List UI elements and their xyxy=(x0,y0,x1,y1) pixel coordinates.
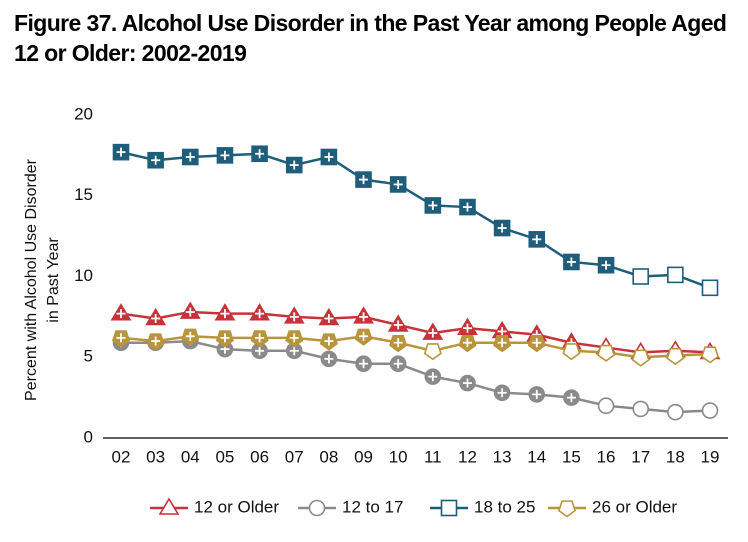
marker xyxy=(667,266,684,284)
x-tick-label: 11 xyxy=(424,447,442,466)
x-tick-label: 17 xyxy=(631,447,650,466)
x-tick-label: 03 xyxy=(146,447,165,466)
x-tick-label: 09 xyxy=(354,447,373,466)
y-axis-label: Percent with Alcohol Use Disorder xyxy=(23,158,40,401)
x-tick-label: 13 xyxy=(493,447,512,466)
x-tick-label: 07 xyxy=(285,447,304,466)
x-tick-label: 16 xyxy=(597,447,616,466)
x-tick-label: 06 xyxy=(250,447,269,466)
marker xyxy=(632,400,650,418)
marker xyxy=(666,347,685,366)
series-line xyxy=(120,150,711,289)
y-tick-label: 10 xyxy=(74,266,93,285)
marker xyxy=(632,268,650,285)
y-tick-label: 5 xyxy=(84,347,93,366)
y-tick-label: 15 xyxy=(74,185,93,204)
marker xyxy=(597,397,615,415)
legend-marker xyxy=(557,500,577,518)
chart-title: Figure 37. Alcohol Use Disorder in the P… xyxy=(14,10,727,66)
x-tick-label: 10 xyxy=(389,447,408,466)
x-tick-label: 02 xyxy=(112,447,131,466)
x-tick-label: 08 xyxy=(319,447,338,466)
x-tick-label: 19 xyxy=(701,447,720,466)
legend-label: 12 or Older xyxy=(194,497,279,516)
legend-label: 26 or Older xyxy=(592,497,677,516)
marker xyxy=(597,344,616,362)
legend-label: 18 to 25 xyxy=(474,497,535,516)
y-tick-label: 0 xyxy=(84,427,93,446)
marker xyxy=(700,346,720,364)
marker xyxy=(667,403,684,421)
marker xyxy=(701,279,719,297)
marker xyxy=(562,343,581,361)
x-tick-label: 05 xyxy=(215,447,234,466)
y-axis-label: in Past Year xyxy=(45,237,62,323)
x-tick-label: 12 xyxy=(458,447,477,466)
legend-marker xyxy=(440,499,458,517)
y-tick-label: 20 xyxy=(74,104,93,123)
legend-marker xyxy=(158,497,180,515)
x-tick-label: 04 xyxy=(181,447,200,466)
marker xyxy=(701,402,719,419)
x-tick-label: 14 xyxy=(527,447,546,466)
legend-marker xyxy=(308,499,326,517)
marker xyxy=(631,349,650,367)
x-tick-label: 18 xyxy=(666,447,685,466)
series-line xyxy=(121,339,711,414)
legend-label: 12 to 17 xyxy=(342,497,403,516)
x-tick-label: 15 xyxy=(562,447,581,466)
marker xyxy=(423,343,442,361)
